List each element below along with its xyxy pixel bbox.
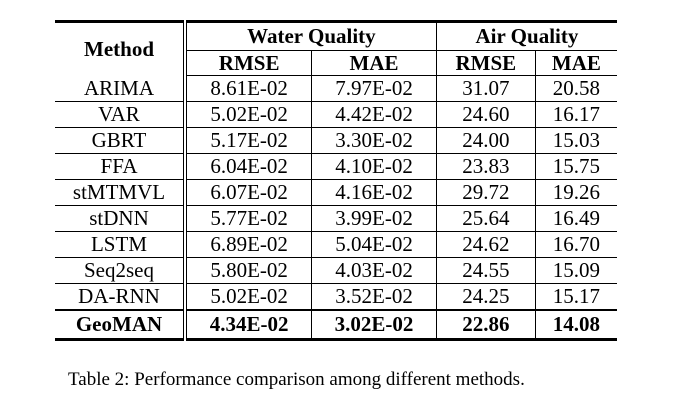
method-column-header: Method [55,21,187,76]
value-cell: 16.70 [535,231,617,258]
value-cell: 31.07 [436,75,536,102]
value-cell: 20.58 [552,76,601,100]
value-cell: 24.62 [436,231,536,258]
water-quality-group-header: Water Quality [185,21,437,51]
value-cell: 29.72 [436,179,536,206]
table-header-group-row: Method Water Quality Air Quality [55,21,617,76]
value-cell: 6.89E-02 [185,231,313,258]
table-row: stDNN 5.77E-02 3.99E-02 25.64 16.49 [55,205,617,232]
value-cell: 24.00 [436,127,536,154]
air-quality-group-header: Air Quality [436,21,617,51]
table-row: GBRT 5.17E-02 3.30E-02 24.00 15.03 [55,127,617,154]
table-row-best: GeoMAN 4.34E-02 3.02E-02 22.86 14.08 [55,309,617,340]
table-row: FFA 6.04E-02 4.10E-02 23.83 15.75 [55,153,617,180]
results-table-container: Method Water Quality Air Quality RMSE MA… [55,20,617,341]
value-cell: 24.25 [436,283,536,310]
value-cell: 15.75 [535,153,617,180]
method-cell: ARIMA [55,75,187,102]
value-cell: 5.80E-02 [185,257,313,284]
value-cell: 5.02E-02 [185,283,313,310]
value-cell: 4.03E-02 [311,257,437,284]
value-cell: 19.26 [535,179,617,206]
value-cell: 15.03 [535,127,617,154]
table-row: ARIMA 8.61E-02 7.97E-02 31.07 20.58 [55,75,617,102]
value-cell: 5.77E-02 [185,205,313,232]
method-cell: VAR [55,101,187,128]
value-cell: 16.49 [535,205,617,232]
value-cell: 3.02E-02 [311,309,437,340]
table-row: LSTM 6.89E-02 5.04E-02 24.62 16.70 [55,231,617,258]
value-cell: 22.86 [436,309,536,340]
value-cell: 15.09 [535,257,617,284]
value-cell: 7.97E-02 [311,75,437,102]
value-cell: 4.42E-02 [311,101,437,128]
method-cell: GBRT [55,127,187,154]
table-caption: Table 2: Performance comparison among di… [68,369,525,390]
method-cell: GeoMAN [55,309,187,340]
table-row: stMTMVL 6.07E-02 4.16E-02 29.72 19.26 [55,179,617,206]
value-cell: 5.02E-02 [185,101,313,128]
table-row: VAR 5.02E-02 4.42E-02 24.60 16.17 [55,101,617,128]
value-cell: 6.07E-02 [185,179,313,206]
value-cell: 8.61E-02 [185,75,313,102]
value-cell: 4.10E-02 [311,153,437,180]
value-cell: 25.64 [436,205,536,232]
value-cell: 24.60 [436,101,536,128]
value-cell: 23.83 [436,153,536,180]
method-cell: stMTMVL [55,179,187,206]
value-cell: 4.34E-02 [185,309,313,340]
value-cell: 3.30E-02 [311,127,437,154]
table-body: ARIMA 8.61E-02 7.97E-02 31.07 20.58 VAR 5.02E-… [55,75,617,340]
performance-table: Method Water Quality Air Quality RMSE MA… [55,20,617,341]
method-cell: stDNN [55,205,187,232]
method-cell: Seq2seq [55,257,187,284]
value-cell: 4.16E-02 [311,179,437,206]
table-row: Seq2seq 5.80E-02 4.03E-02 24.55 15.09 [55,257,617,284]
value-cell: 16.17 [535,101,617,128]
value-cell: 15.17 [535,283,617,310]
table-row: DA-RNN 5.02E-02 3.52E-02 24.25 15.17 [55,283,617,310]
method-cell: DA-RNN [55,283,187,310]
method-cell: FFA [55,153,187,180]
metric-header-water-mae: MAE [311,50,437,76]
metric-header-water-rmse: RMSE [185,50,313,76]
value-cell: 6.04E-02 [185,153,313,180]
value-cell: 3.99E-02 [311,205,437,232]
value-cell: 3.52E-02 [311,283,437,310]
value-cell: 5.04E-02 [311,231,437,258]
value-cell: 5.17E-02 [185,127,313,154]
value-cell: 14.08 [535,309,617,340]
metric-header-air-rmse: RMSE [436,50,536,76]
method-cell: LSTM [55,231,187,258]
value-cell: 24.55 [436,257,536,284]
table-header-metric-row: RMSE MAE RMSE MAE [55,50,617,76]
metric-header-air-mae: MAE [535,50,617,76]
